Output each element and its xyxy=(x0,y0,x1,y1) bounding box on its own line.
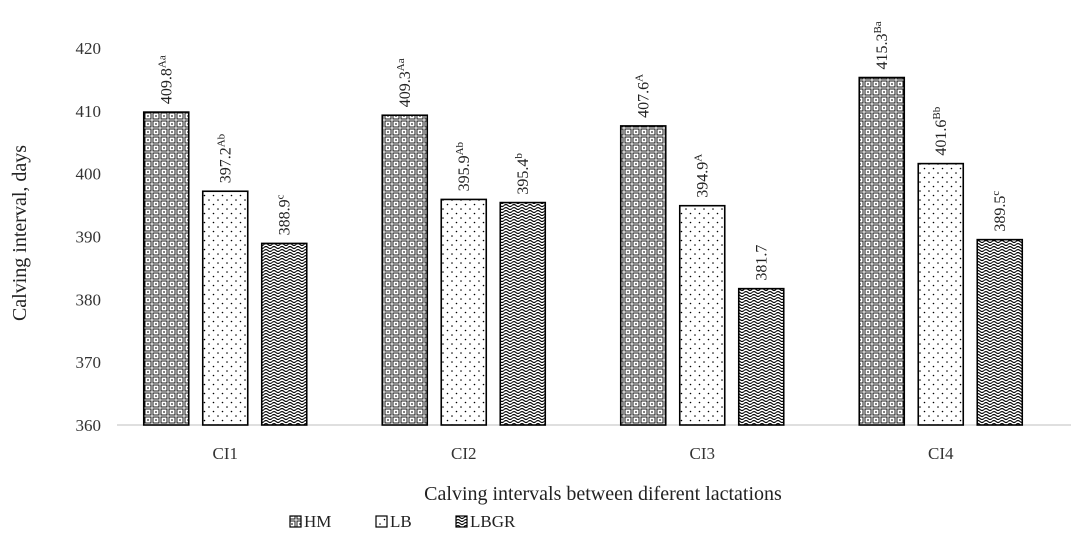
x-tick-label: CI2 xyxy=(451,444,477,463)
y-tick-label: 410 xyxy=(76,102,102,121)
data-labels: 409.8Aa 409.3Aa 407.6A 415.3Ba 397.2Ab 395.9A… xyxy=(156,21,1009,280)
data-label: 388.9c xyxy=(274,194,293,235)
bars xyxy=(142,76,1024,426)
legend-label-lbgr: LBGR xyxy=(470,512,516,531)
legend-label-hm: HM xyxy=(304,512,331,531)
data-label: 397.2Ab xyxy=(215,133,234,183)
x-tick-label: CI4 xyxy=(928,444,954,463)
x-tick-label: CI1 xyxy=(213,444,239,463)
data-label: 407.6A xyxy=(633,74,652,118)
y-tick-label: 420 xyxy=(76,39,102,58)
bar-lb xyxy=(440,198,488,426)
data-label: 395.4b xyxy=(513,153,532,195)
data-label: 415.3Ba xyxy=(872,21,891,69)
y-tick-label: 380 xyxy=(76,290,102,309)
data-label: 395.9Ab xyxy=(454,141,473,191)
bar-lb xyxy=(678,204,726,426)
legend-swatch-lbgr xyxy=(455,515,468,528)
bar-lbgr xyxy=(737,287,785,426)
y-tick-label: 400 xyxy=(76,165,102,184)
legend: HM LB LBGR xyxy=(289,512,516,531)
bar-hm xyxy=(381,114,429,426)
data-label: 389.5c xyxy=(990,191,1009,232)
y-axis-title: Calving interval, days xyxy=(9,145,31,321)
bar-lbgr xyxy=(260,242,308,426)
bar-lbgr xyxy=(499,201,547,426)
bar-hm xyxy=(142,111,190,426)
y-tick-label: 370 xyxy=(76,353,102,372)
bar-hm xyxy=(619,125,667,426)
y-tick-label: 360 xyxy=(76,416,102,435)
legend-label-lb: LB xyxy=(390,512,412,531)
y-axis-ticks: 360 370 380 390 400 410 420 xyxy=(76,39,102,435)
bar-lb xyxy=(201,190,249,426)
data-label: 394.9A xyxy=(692,154,711,198)
data-label: 409.8Aa xyxy=(156,55,175,104)
x-axis-title: Calving intervals between diferent lacta… xyxy=(424,483,782,505)
data-label: 401.6Bb xyxy=(931,106,950,155)
data-label: 409.3Aa xyxy=(395,58,414,107)
bar-lb xyxy=(917,162,965,426)
x-axis-ticks: CI1 CI2 CI3 CI4 xyxy=(213,444,955,463)
legend-swatch-hm xyxy=(289,515,302,528)
data-label: 381.7 xyxy=(753,245,770,281)
legend-swatch-lb xyxy=(375,515,388,528)
bar-lbgr xyxy=(976,238,1024,426)
x-tick-label: CI3 xyxy=(690,444,716,463)
bar-hm xyxy=(858,76,906,426)
y-tick-label: 390 xyxy=(76,228,102,247)
